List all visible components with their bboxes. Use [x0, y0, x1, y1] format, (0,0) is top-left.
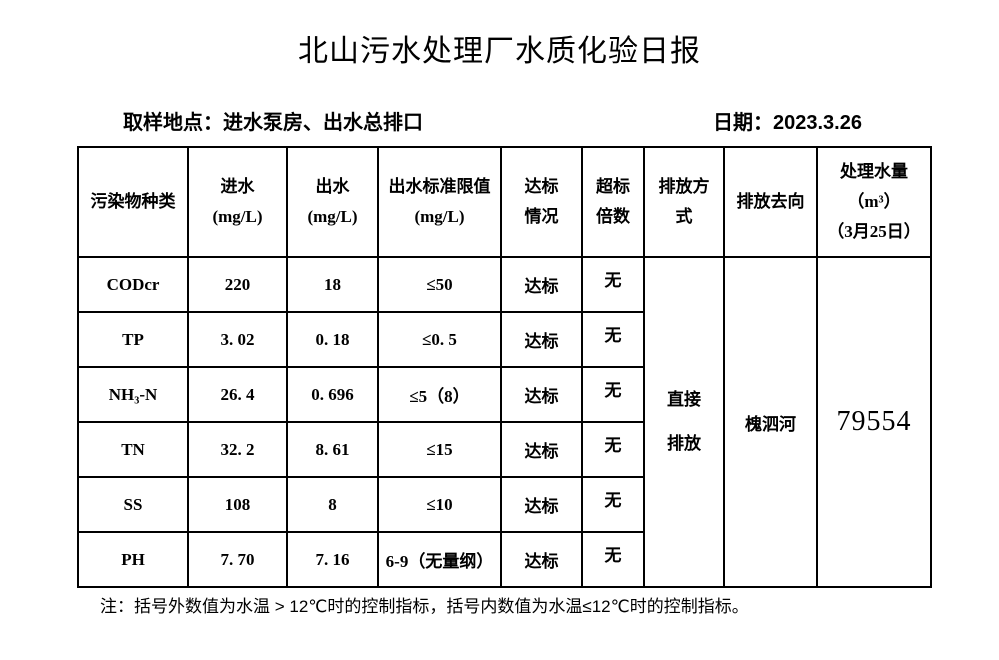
table-header-row: 污染物种类 进水 (mg/L) 出水 (mg/L) 出水标准限值 (mg/L) … — [77, 146, 932, 258]
table-row: PH 7. 70 7. 16 6-9（无量纲） 达标 无 — [77, 531, 931, 588]
limit-cell: ≤5（8） — [377, 366, 502, 423]
status-cell: 达标 — [500, 311, 583, 368]
exceed-cell: 无 — [581, 531, 645, 588]
table-row: TN 32. 2 8. 61 ≤15 达标 无 — [77, 421, 931, 478]
header-pollutant-type: 污染物种类 — [77, 146, 189, 258]
pollutant-cell: SS — [77, 476, 189, 533]
pollutant-cell: NH₃-N — [77, 366, 189, 423]
exceed-cell: 无 — [581, 366, 645, 423]
effluent-cell: 0. 696 — [286, 366, 379, 423]
table-row: NH₃-N 26. 4 0. 696 ≤5（8） 达标 无 — [77, 366, 931, 423]
status-cell: 达标 — [500, 366, 583, 423]
status-cell: 达标 — [500, 256, 583, 313]
header-effluent-limit: 出水标准限值 (mg/L) — [377, 146, 502, 258]
treated-volume-cell: 79554 — [816, 256, 932, 588]
exceed-cell: 无 — [581, 311, 645, 368]
report-date-label: 日期：2023.3.26 — [713, 112, 862, 134]
limit-cell: ≤15 — [377, 421, 502, 478]
table-row: TP 3. 02 0. 18 ≤0. 5 达标 无 — [77, 311, 931, 368]
effluent-cell: 18 — [286, 256, 379, 313]
influent-cell: 32. 2 — [187, 421, 288, 478]
status-cell: 达标 — [500, 531, 583, 588]
water-quality-table: 污染物种类 进水 (mg/L) 出水 (mg/L) 出水标准限值 (mg/L) … — [77, 146, 932, 588]
status-cell: 达标 — [500, 476, 583, 533]
header-exceed-multiple: 超标 倍数 — [581, 146, 645, 258]
limit-cell: ≤50 — [377, 256, 502, 313]
limit-cell: ≤0. 5 — [377, 311, 502, 368]
limit-cell: ≤10 — [377, 476, 502, 533]
pollutant-cell: TP — [77, 311, 189, 368]
influent-cell: 3. 02 — [187, 311, 288, 368]
header-discharge-destination: 排放去向 — [723, 146, 818, 258]
discharge-destination-cell: 槐泗河 — [723, 256, 818, 588]
table-row: CODcr 220 18 ≤50 达标 无 直接 排放 槐泗河 79554 — [77, 256, 932, 588]
effluent-cell: 8. 61 — [286, 421, 379, 478]
influent-cell: 220 — [187, 256, 288, 313]
page-title: 北山污水处理厂水质化验日报 — [298, 35, 701, 68]
pollutant-cell: PH — [77, 531, 189, 588]
status-cell: 达标 — [500, 421, 583, 478]
effluent-cell: 7. 16 — [286, 531, 379, 588]
table-row: SS 108 8 ≤10 达标 无 — [77, 476, 931, 533]
header-effluent: 出水 (mg/L) — [286, 146, 379, 258]
header-compliance-status: 达标 情况 — [500, 146, 583, 258]
pollutant-cell: CODcr — [77, 256, 189, 313]
limit-cell: 6-9（无量纲） — [377, 531, 502, 588]
exceed-cell: 无 — [581, 476, 645, 533]
effluent-cell: 8 — [286, 476, 379, 533]
sampling-location-label: 取样地点：进水泵房、出水总排口 — [123, 112, 423, 134]
effluent-cell: 0. 18 — [286, 311, 379, 368]
header-influent: 进水 (mg/L) — [187, 146, 288, 258]
exceed-cell: 无 — [581, 421, 645, 478]
discharge-method-cell: 直接 排放 — [643, 256, 725, 588]
influent-cell: 7. 70 — [187, 531, 288, 588]
footer-note: 注：括号外数值为水温 > 12℃时的控制指标，括号内数值为水温≤12℃时的控制指… — [100, 597, 749, 616]
exceed-cell: 无 — [581, 256, 645, 313]
influent-cell: 108 — [187, 476, 288, 533]
header-discharge-method: 排放方 式 — [643, 146, 725, 258]
header-treated-volume: 处理水量 （m³） （3月25日） — [816, 146, 932, 258]
pollutant-cell: TN — [77, 421, 189, 478]
influent-cell: 26. 4 — [187, 366, 288, 423]
